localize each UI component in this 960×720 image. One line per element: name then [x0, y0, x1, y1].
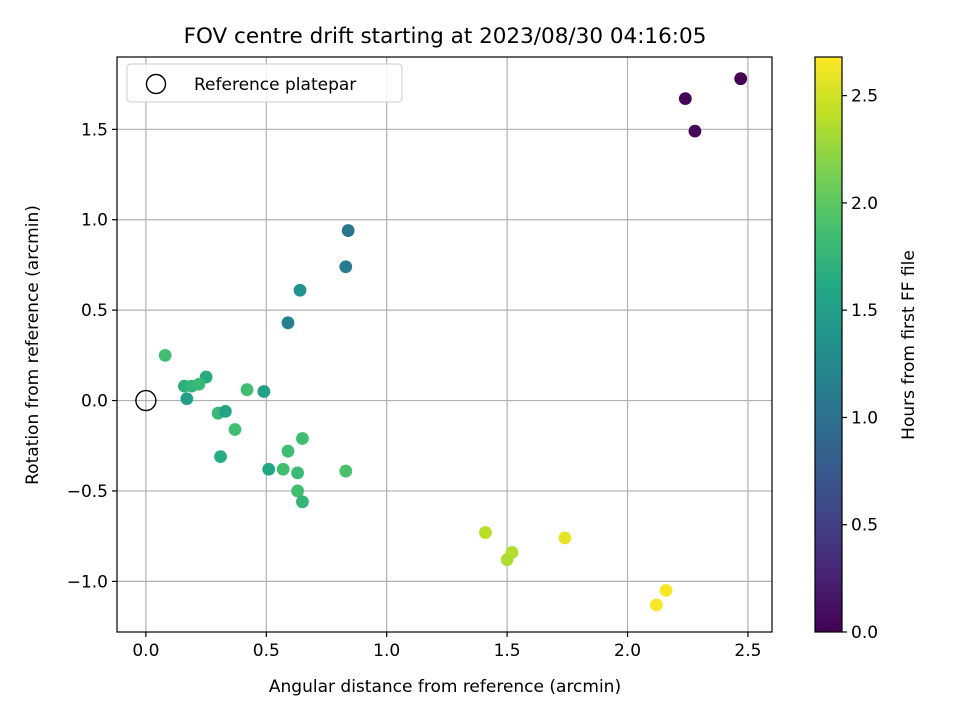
colorbar-gradient — [815, 57, 842, 632]
plot-points — [135, 72, 748, 612]
data-point-4 — [339, 260, 353, 274]
legend-entry-label: Reference platepar — [194, 75, 356, 95]
colorbar-tick-label: 1.0 — [851, 408, 878, 428]
data-point-6 — [281, 316, 295, 330]
colorbar-ticks: 0.0 0.5 1.0 1.5 2.0 2.5 — [842, 87, 878, 643]
data-point-14 — [257, 385, 271, 398]
x-tick-label: 2.0 — [614, 641, 641, 661]
data-point-3 — [341, 224, 355, 237]
y-tick-label: 0.5 — [81, 301, 108, 321]
plot-grid — [117, 57, 772, 632]
colorbar-tick-label: 0.5 — [851, 516, 878, 536]
x-tick-label: 1.0 — [373, 641, 400, 661]
x-tick-label: 0.5 — [253, 641, 280, 661]
data-point-31 — [650, 598, 663, 612]
data-point-2 — [688, 124, 702, 138]
legend-marker-open-circle — [145, 73, 167, 95]
colorbar-tick-label: 0.0 — [851, 623, 878, 643]
colorbar-tick-label: 2.0 — [851, 194, 878, 214]
y-tick-label: 1.5 — [81, 120, 108, 140]
x-tick-label: 2.5 — [734, 641, 761, 661]
data-point-25 — [296, 495, 309, 509]
plot-frame — [116, 56, 773, 633]
colorbar-tick-label: 1.5 — [851, 301, 878, 321]
data-point-18 — [214, 450, 227, 464]
legend-box — [126, 63, 403, 103]
reference-platepar-marker — [135, 389, 157, 412]
y-axis-ticks: −1.0 −0.5 0.0 0.5 1.0 1.5 — [67, 120, 117, 592]
data-point-21 — [281, 444, 295, 458]
y-tick-label: 1.0 — [81, 211, 108, 231]
colorbar-frame — [814, 56, 843, 633]
data-point-17 — [228, 423, 242, 436]
data-point-29 — [500, 553, 514, 567]
data-point-20 — [276, 462, 290, 476]
colorbar-label: Hours from first FF file — [899, 250, 919, 440]
y-tick-label: 0.0 — [81, 392, 108, 412]
data-point-22 — [296, 432, 309, 445]
y-tick-label: −1.0 — [67, 572, 108, 592]
data-point-1 — [678, 92, 692, 105]
chart-title: FOV centre drift starting at 2023/08/30 … — [184, 24, 707, 49]
data-point-26 — [339, 464, 353, 478]
data-point-24 — [291, 484, 305, 498]
data-point-0 — [734, 72, 748, 86]
x-axis-label: Angular distance from reference (arcmin) — [269, 677, 621, 697]
x-tick-label: 1.5 — [494, 641, 521, 661]
data-point-5 — [293, 283, 307, 297]
data-point-23 — [291, 466, 305, 480]
data-point-27 — [479, 526, 492, 539]
data-point-12 — [180, 392, 194, 406]
data-point-30 — [558, 531, 572, 545]
data-point-13 — [240, 383, 254, 397]
data-point-7 — [158, 348, 172, 362]
x-tick-label: 0.0 — [132, 641, 159, 661]
x-axis-ticks: 0.0 0.5 1.0 1.5 2.0 2.5 — [132, 632, 761, 661]
data-point-19 — [262, 462, 276, 476]
y-tick-label: −0.5 — [67, 482, 108, 502]
data-point-11 — [192, 377, 206, 391]
data-point-32 — [659, 584, 673, 597]
colorbar-tick-label: 2.5 — [851, 87, 878, 107]
colorbar: 0.0 0.5 1.0 1.5 2.0 2.5 Hours from first FF f… — [814, 56, 919, 643]
y-axis-label: Rotation from reference (arcmin) — [23, 205, 43, 485]
legend: Reference platepar — [126, 63, 403, 103]
data-point-16 — [218, 405, 232, 418]
